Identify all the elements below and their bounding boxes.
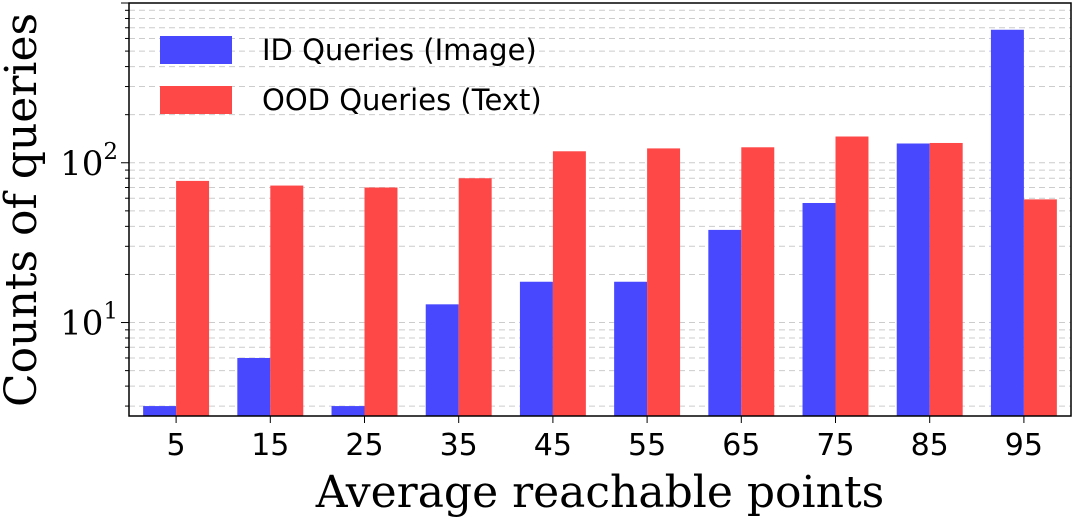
- bar-id-queries-75: [802, 202, 836, 416]
- legend-label-id: ID Queries (Image): [262, 33, 537, 67]
- bar-ood-queries-35: [458, 178, 492, 416]
- bar-id-queries-45: [519, 281, 553, 416]
- bar-id-queries-85: [896, 143, 930, 416]
- axes: [128, 2, 1072, 417]
- bars: [143, 29, 1057, 416]
- bar-ood-queries-85: [929, 142, 963, 416]
- x-tick-label: 25: [345, 428, 383, 463]
- x-tick-label: 75: [816, 428, 854, 463]
- bar-id-queries-25: [331, 406, 365, 416]
- legend-swatch-id: [160, 36, 232, 64]
- bar-ood-queries-15: [270, 185, 304, 416]
- x-tick-label: 95: [1005, 428, 1043, 463]
- bar-ood-queries-45: [552, 151, 586, 416]
- bar-id-queries-65: [708, 229, 742, 416]
- x-tick-label: 15: [251, 428, 289, 463]
- x-tick-label: 35: [440, 428, 478, 463]
- bar-ood-queries-75: [835, 136, 869, 416]
- x-tick-label: 5: [167, 428, 186, 463]
- bar-id-queries-15: [237, 357, 271, 416]
- legend-label-ood: OOD Queries (Text): [262, 83, 542, 117]
- legend-swatch-ood: [160, 86, 232, 114]
- bar-id-queries-55: [614, 281, 648, 416]
- x-tick-label: 55: [628, 428, 666, 463]
- bar-id-queries-5: [143, 406, 177, 416]
- x-tick-label: 65: [722, 428, 760, 463]
- bar-id-queries-95: [990, 29, 1024, 416]
- bar-ood-queries-5: [176, 180, 210, 416]
- legend: ID Queries (Image) OOD Queries (Text): [160, 33, 542, 117]
- bar-ood-queries-25: [364, 187, 398, 416]
- bar-ood-queries-55: [647, 148, 681, 416]
- y-tick-label: 101: [60, 299, 118, 344]
- bar-ood-queries-65: [741, 147, 775, 416]
- y-tick-labels: 101 102: [60, 139, 118, 344]
- x-tick-label: 45: [534, 428, 572, 463]
- bar-id-queries-35: [425, 304, 459, 416]
- y-tick-label: 102: [60, 139, 118, 184]
- x-tick-label: 85: [911, 428, 949, 463]
- y-axis-title: Counts of queries: [0, 13, 47, 407]
- plot-frame: [128, 2, 1072, 417]
- x-tick-labels: 5 15 25 35 45 55 65 75 85 95: [167, 416, 1043, 463]
- x-axis-title: Average reachable points: [315, 467, 884, 518]
- bar-ood-queries-95: [1023, 199, 1057, 416]
